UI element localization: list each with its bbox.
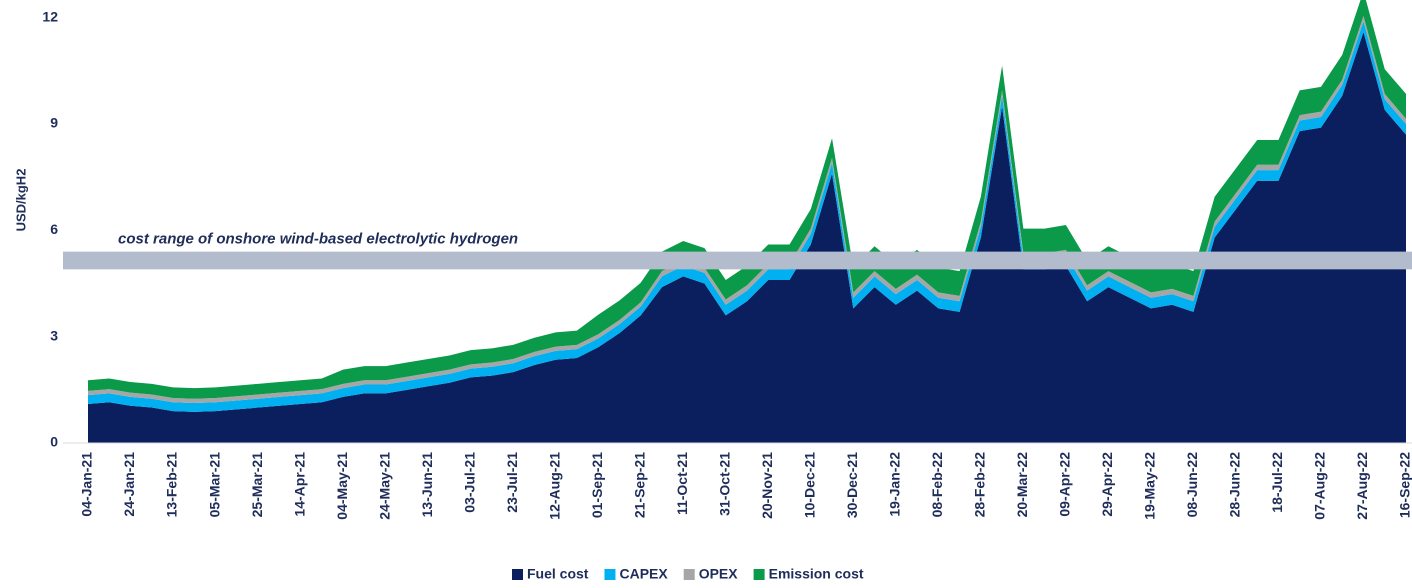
x-tick-label: 23-Jul-21 (504, 452, 520, 513)
y-tick-label: 0 (50, 434, 58, 450)
x-tick-label: 01-Sep-21 (589, 452, 605, 518)
x-tick-label: 19-Jan-22 (887, 452, 903, 517)
x-tick-label: 24-May-21 (376, 452, 392, 520)
x-tick-label: 11-Oct-21 (674, 452, 690, 515)
y-tick-label: 9 (50, 115, 58, 131)
band-label: cost range of onshore wind-based electro… (118, 231, 518, 248)
x-tick-label: 25-Mar-21 (249, 452, 265, 518)
x-tick-label: 31-Oct-21 (716, 452, 732, 516)
x-tick-label: 07-Aug-22 (1312, 452, 1328, 520)
x-tick-label: 13-Jun-21 (419, 452, 435, 518)
y-axis-label: USD/kgH2 (13, 169, 28, 232)
x-tick-label: 03-Jul-21 (461, 452, 477, 513)
x-tick-label: 13-Feb-21 (164, 452, 180, 518)
x-tick-label: 04-Jan-21 (79, 452, 95, 517)
x-tick-label: 21-Sep-21 (631, 452, 647, 518)
x-tick-label: 16-Sep-22 (1397, 452, 1412, 518)
legend-label: CAPEX (619, 566, 668, 582)
legend-swatch (683, 569, 695, 580)
x-tick-label: 12-Aug-21 (546, 452, 562, 520)
legend-swatch (753, 569, 765, 580)
x-tick-label: 14-Apr-21 (291, 452, 307, 517)
x-tick-label: 24-Jan-21 (121, 452, 137, 517)
x-tick-label: 20-Mar-22 (1014, 452, 1030, 518)
y-tick-label: 6 (50, 221, 58, 237)
x-tick-label: 08-Jun-22 (1184, 452, 1200, 518)
x-tick-label: 28-Jun-22 (1227, 452, 1243, 518)
y-tick-label: 12 (42, 8, 58, 24)
legend-swatch (604, 569, 616, 580)
x-tick-label: 30-Dec-21 (844, 452, 860, 518)
legend-label: Emission cost (769, 566, 864, 582)
x-tick-label: 08-Feb-22 (929, 452, 945, 518)
x-tick-label: 28-Feb-22 (972, 452, 988, 518)
x-tick-label: 27-Aug-22 (1354, 452, 1370, 520)
y-tick-label: 3 (50, 327, 58, 343)
x-tick-label: 09-Apr-22 (1057, 452, 1073, 517)
x-tick-label: 10-Dec-21 (801, 452, 817, 518)
legend-label: OPEX (699, 566, 739, 582)
x-tick-label: 19-May-22 (1142, 452, 1158, 520)
area (88, 31, 1406, 444)
x-tick-label: 05-Mar-21 (206, 452, 222, 518)
x-tick-label: 20-Nov-21 (759, 452, 775, 519)
legend-label: Fuel cost (527, 566, 589, 582)
x-tick-label: 18-Jul-22 (1269, 452, 1285, 513)
x-tick-label: 04-May-21 (334, 452, 350, 520)
x-tick-label: 29-Apr-22 (1099, 452, 1115, 517)
legend-swatch (512, 569, 523, 580)
band (63, 251, 1412, 270)
